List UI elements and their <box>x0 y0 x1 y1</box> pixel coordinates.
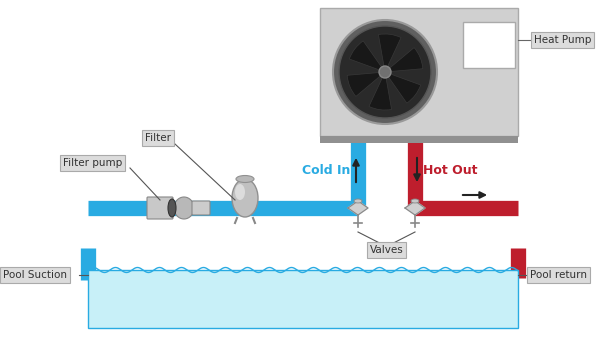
Ellipse shape <box>232 179 258 217</box>
Wedge shape <box>369 72 392 110</box>
Ellipse shape <box>235 184 245 200</box>
Text: Heat Pump: Heat Pump <box>534 35 591 45</box>
Polygon shape <box>348 201 368 215</box>
Wedge shape <box>349 41 385 72</box>
FancyBboxPatch shape <box>88 270 518 328</box>
FancyBboxPatch shape <box>320 136 518 143</box>
Circle shape <box>339 26 431 118</box>
Ellipse shape <box>236 175 254 183</box>
Circle shape <box>379 66 391 78</box>
Wedge shape <box>385 48 423 72</box>
Text: Cold In: Cold In <box>302 164 350 176</box>
Ellipse shape <box>411 199 419 203</box>
FancyBboxPatch shape <box>320 8 518 136</box>
FancyBboxPatch shape <box>147 197 173 219</box>
Text: Filter: Filter <box>145 133 171 143</box>
Ellipse shape <box>354 199 362 203</box>
FancyBboxPatch shape <box>463 22 515 68</box>
Wedge shape <box>347 72 385 97</box>
Text: Valves: Valves <box>370 245 403 255</box>
Text: Filter pump: Filter pump <box>63 158 122 168</box>
Wedge shape <box>385 72 421 103</box>
Ellipse shape <box>174 197 194 219</box>
Wedge shape <box>379 34 401 72</box>
Circle shape <box>333 20 437 124</box>
FancyBboxPatch shape <box>192 201 210 215</box>
Text: Hot Out: Hot Out <box>423 164 478 176</box>
Ellipse shape <box>168 199 176 217</box>
Polygon shape <box>405 201 425 215</box>
Text: Pool Suction: Pool Suction <box>3 270 67 280</box>
Text: Pool return: Pool return <box>530 270 587 280</box>
